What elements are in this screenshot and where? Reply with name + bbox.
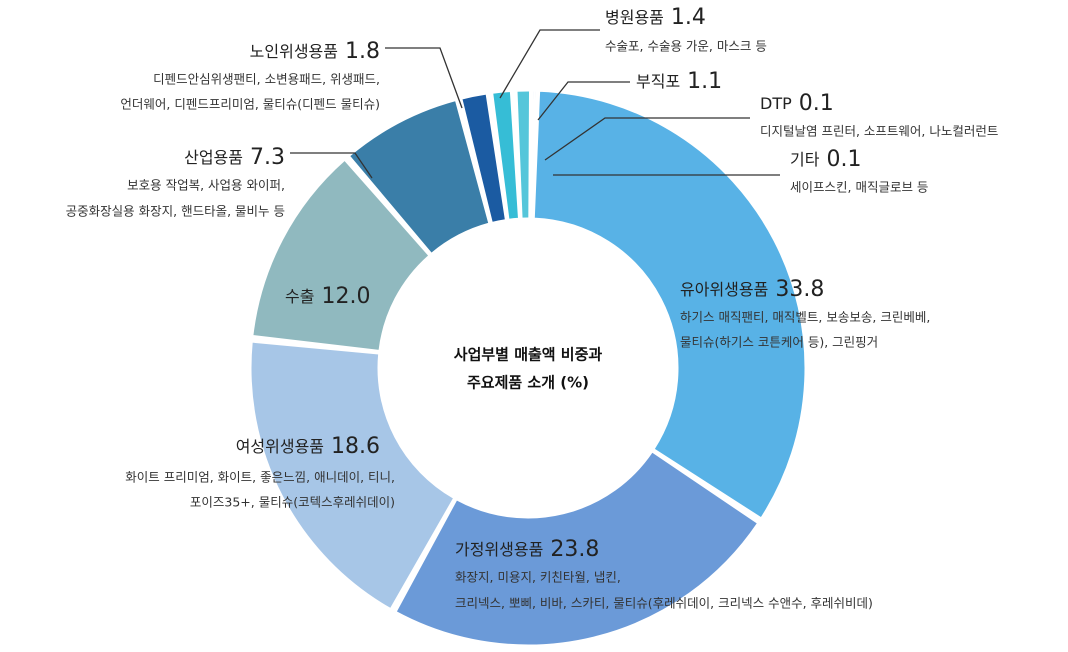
category-name: 노인위생용품 [250, 42, 338, 61]
leader-line [499, 29, 600, 99]
product-description: 언더웨어, 디펜드프리미엄, 물티슈(디펜드 물티슈) [120, 97, 380, 112]
leader-line [537, 81, 630, 121]
value-label: 0.1 [799, 91, 834, 116]
slice-label: 병원용품 1.4 [605, 5, 706, 30]
wedges [250, 90, 806, 646]
slice-label: 여성위생용품 18.6 [236, 434, 380, 459]
value-label: 1.1 [687, 69, 722, 94]
wedge [250, 341, 455, 610]
wedge [348, 100, 490, 254]
slice-label: 유아위생용품 33.8 [680, 277, 824, 302]
product-description: 크리넥스, 뽀삐, 비바, 스카티, 물티슈(후레쉬데이, 크리넥스 수앤수, … [455, 596, 873, 611]
category-name: 기타 [790, 150, 820, 169]
product-description: 포이즈35+, 물티슈(코텍스후레쉬데이) [190, 495, 395, 510]
product-description: 공중화장실용 화장지, 핸드타올, 물비누 등 [66, 204, 285, 219]
category-name: 가정위생용품 [455, 540, 543, 559]
value-label: 7.3 [250, 145, 285, 170]
value-label: 12.0 [321, 284, 370, 309]
category-name: 병원용품 [605, 8, 664, 27]
slice-label: 기타 0.1 [790, 147, 861, 172]
value-label: 18.6 [331, 434, 380, 459]
category-name: 산업용품 [184, 148, 243, 167]
slice-label: DTP 0.1 [760, 91, 834, 116]
slice-label: 수출 12.0 [285, 284, 370, 309]
value-label: 1.4 [671, 5, 706, 30]
category-name: 유아위생용품 [680, 280, 768, 299]
leader-lines [290, 29, 780, 179]
product-description: 보호용 작업복, 사업용 와이퍼, [127, 178, 285, 193]
slice-label: 노인위생용품 1.8 [250, 39, 380, 64]
leader-line [544, 117, 750, 161]
category-name: DTP [760, 94, 792, 113]
chart-title: 주요제품 소개 (%) [467, 374, 589, 392]
slice-label: 산업용품 7.3 [184, 145, 285, 170]
chart-title: 사업부별 매출액 비중과 [454, 346, 603, 364]
product-description: 화이트 프리미엄, 화이트, 좋은느낌, 애니데이, 티니, [125, 470, 395, 485]
wedge [461, 93, 506, 223]
product-description: 하기스 매직팬티, 매직벨트, 보송보송, 크린베베, [680, 310, 930, 325]
value-label: 0.1 [826, 147, 861, 172]
value-label: 1.8 [345, 39, 380, 64]
product-description: 수술포, 수술용 가운, 마스크 등 [605, 39, 767, 54]
product-description: 물티슈(하기스 코튼케어 등), 그린핑거 [680, 335, 878, 350]
leader-line [385, 47, 463, 109]
value-label: 33.8 [775, 277, 824, 302]
wedge [395, 451, 759, 646]
product-description: 디펜드안심위생팬티, 소변용패드, 위생패드, [153, 72, 380, 87]
product-description: 세이프스킨, 매직글로브 등 [790, 180, 928, 195]
category-name: 여성위생용품 [236, 437, 324, 456]
wedge [516, 90, 531, 219]
slice-label: 가정위생용품 23.8 [455, 537, 599, 562]
leader-line [290, 152, 373, 179]
product-description: 디지털날염 프린터, 소프트웨어, 나노컬러런트 [760, 124, 998, 139]
wedge [252, 159, 430, 351]
wedge [531, 90, 537, 219]
product-description: 화장지, 미용지, 키친타월, 냅킨, [455, 570, 621, 585]
wedge [533, 90, 806, 519]
wedge [492, 91, 519, 220]
slice-label: 부직포 1.1 [636, 69, 722, 94]
category-name: 수출 [285, 287, 314, 306]
value-label: 23.8 [550, 537, 599, 562]
category-name: 부직포 [636, 72, 680, 91]
